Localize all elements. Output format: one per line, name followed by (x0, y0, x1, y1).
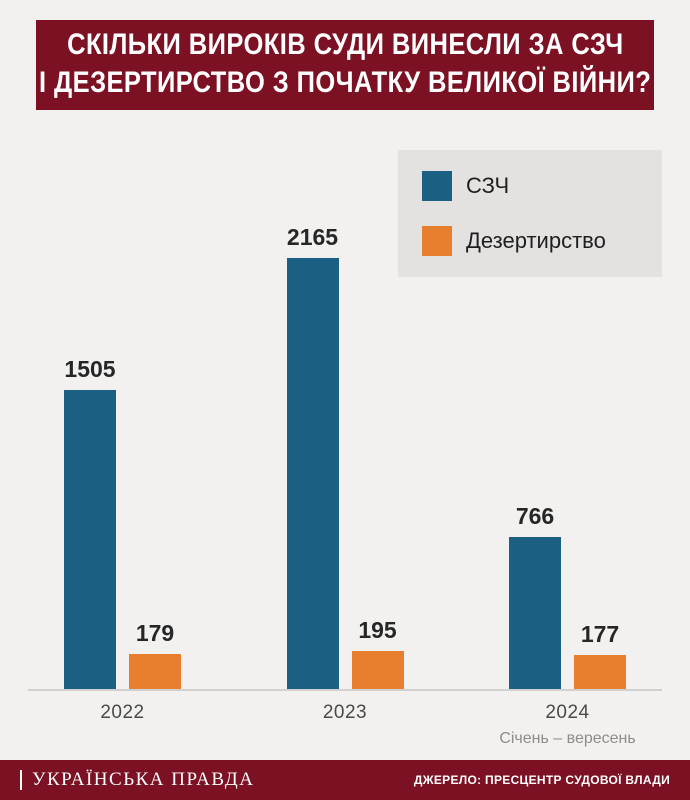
footer: УКРАЇНСЬКА ПРАВДА ДЖЕРЕЛО: ПРЕСЦЕНТР СУД… (0, 760, 690, 800)
bar-col-szch-2024: 766 (509, 503, 561, 690)
bar-group-2024: 766 177 (509, 503, 626, 690)
chart-title: СКІЛЬКИ ВИРОКІВ СУДИ ВИНЕСЛИ ЗА СЗЧ І ДЕ… (36, 20, 654, 110)
legend-label-szch: СЗЧ (466, 173, 510, 198)
x-axis-line (28, 689, 662, 691)
bar-desertion-2023 (351, 651, 404, 690)
x-label-wrap-2023: 2023 (287, 702, 404, 748)
x-label-wrap-2024: 2024 Січень – вересень (499, 702, 635, 748)
legend: СЗЧ Дезертирство (398, 150, 662, 277)
legend-swatch-szch-icon (422, 171, 452, 201)
bar-col-desertion-2024: 177 (574, 621, 626, 690)
x-label-2022: 2022 (100, 702, 145, 723)
bar-value-szch-2022: 1505 (64, 356, 116, 382)
x-label-2023: 2023 (322, 702, 368, 723)
x-axis-labels: 2022 2023 2024 Січень – вересень (0, 702, 690, 748)
legend-item-desertion: Дезертирство (422, 226, 638, 256)
bar-value-szch-2024: 766 (515, 503, 555, 529)
bar-chart: 1505 179 2165 195 766 1 (0, 224, 690, 690)
legend-label-desertion: Дезертирство (466, 228, 606, 253)
bar-szch-2024 (509, 537, 561, 690)
bar-col-desertion-2023: 195 (351, 617, 404, 690)
bar-value-desertion-2023: 195 (358, 617, 397, 643)
bar-value-desertion-2024: 177 (580, 621, 620, 647)
source-credit: ДЖЕРЕЛО: ПРЕСЦЕНТР СУДОВОЇ ВЛАДИ (413, 773, 670, 787)
bar-col-szch-2023: 2165 (286, 224, 339, 690)
bar-desertion-2022 (129, 654, 181, 690)
x-label-2024: 2024 (545, 702, 590, 723)
bar-desertion-2024 (574, 655, 626, 690)
bar-szch-2023 (286, 258, 339, 690)
brand-bar-icon (20, 770, 22, 790)
bar-col-desertion-2022: 179 (129, 620, 181, 690)
bar-szch-2022 (64, 390, 116, 690)
bar-col-szch-2022: 1505 (64, 356, 116, 690)
bar-value-desertion-2022: 179 (135, 620, 175, 646)
bar-group-2023: 2165 195 (286, 224, 404, 690)
legend-item-szch: СЗЧ (422, 171, 638, 201)
bar-value-szch-2023: 2165 (286, 224, 339, 250)
brand-logo: УКРАЇНСЬКА ПРАВДА (20, 769, 254, 791)
x-note-2024-period: Січень – вересень (499, 730, 636, 747)
bar-group-2022: 1505 179 (64, 356, 181, 690)
brand-name: УКРАЇНСЬКА ПРАВДА (32, 769, 255, 790)
title-line-1: СКІЛЬКИ ВИРОКІВ СУДИ ВИНЕСЛИ ЗА СЗЧ (66, 28, 624, 61)
legend-swatch-desertion-icon (422, 226, 452, 256)
title-line-2: І ДЕЗЕРТИРСТВО З ПОЧАТКУ ВЕЛИКОЇ ВІЙНИ? (38, 66, 652, 99)
x-label-wrap-2022: 2022 (64, 702, 181, 748)
